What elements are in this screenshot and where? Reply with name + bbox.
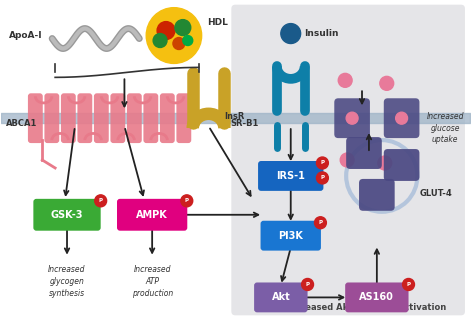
Text: AMPK: AMPK [136,210,168,220]
Circle shape [281,24,301,44]
Circle shape [181,195,193,207]
FancyBboxPatch shape [45,93,59,143]
Text: P: P [320,175,324,181]
FancyBboxPatch shape [345,283,409,312]
Circle shape [157,22,175,39]
FancyBboxPatch shape [261,221,321,251]
Text: ApoA-I: ApoA-I [9,31,42,40]
Circle shape [173,37,185,49]
Circle shape [380,76,394,90]
Text: Increased
glucose
uptake: Increased glucose uptake [426,112,464,144]
Circle shape [317,157,328,169]
Text: IRS-1: IRS-1 [276,171,305,181]
Text: GSK-3: GSK-3 [51,210,83,220]
Circle shape [378,156,392,170]
FancyBboxPatch shape [334,98,370,138]
FancyBboxPatch shape [127,93,142,143]
Circle shape [314,217,327,229]
Circle shape [317,172,328,184]
Text: ABCA1: ABCA1 [6,119,37,128]
Text: Increased
ATP
production: Increased ATP production [131,265,173,298]
FancyBboxPatch shape [94,93,109,143]
Text: Increased
glycogen
synthesis: Increased glycogen synthesis [48,265,86,298]
Text: HDL: HDL [208,18,228,27]
FancyBboxPatch shape [160,93,175,143]
Circle shape [153,34,167,47]
FancyBboxPatch shape [346,137,382,169]
Text: PI3K: PI3K [278,231,303,241]
Circle shape [338,73,352,87]
FancyBboxPatch shape [258,161,323,191]
Text: P: P [99,198,103,203]
FancyBboxPatch shape [359,179,395,211]
FancyBboxPatch shape [33,199,100,231]
Circle shape [146,8,201,63]
Text: Insulin: Insulin [305,29,339,38]
Text: Increased Akt pathway activation: Increased Akt pathway activation [287,303,447,312]
FancyBboxPatch shape [254,283,308,312]
Text: P: P [319,220,322,225]
FancyBboxPatch shape [28,93,43,143]
FancyBboxPatch shape [231,5,465,315]
Circle shape [301,278,313,290]
Circle shape [340,153,354,167]
FancyBboxPatch shape [117,199,187,231]
Text: P: P [320,161,324,165]
Text: SR-B1: SR-B1 [230,119,259,128]
FancyBboxPatch shape [384,98,419,138]
Text: AS160: AS160 [359,292,394,302]
Circle shape [175,20,191,36]
FancyBboxPatch shape [110,93,125,143]
Circle shape [183,36,193,46]
Circle shape [346,112,358,124]
FancyBboxPatch shape [77,93,92,143]
Circle shape [396,112,408,124]
FancyBboxPatch shape [384,149,419,181]
FancyBboxPatch shape [176,93,191,143]
Text: P: P [306,282,310,287]
Circle shape [402,278,414,290]
Text: GLUT-4: GLUT-4 [419,189,452,198]
FancyBboxPatch shape [144,93,158,143]
Text: P: P [407,282,410,287]
Text: Akt: Akt [272,292,290,302]
FancyBboxPatch shape [61,93,76,143]
Text: P: P [185,198,189,203]
Circle shape [95,195,107,207]
Text: InsR: InsR [224,112,244,121]
